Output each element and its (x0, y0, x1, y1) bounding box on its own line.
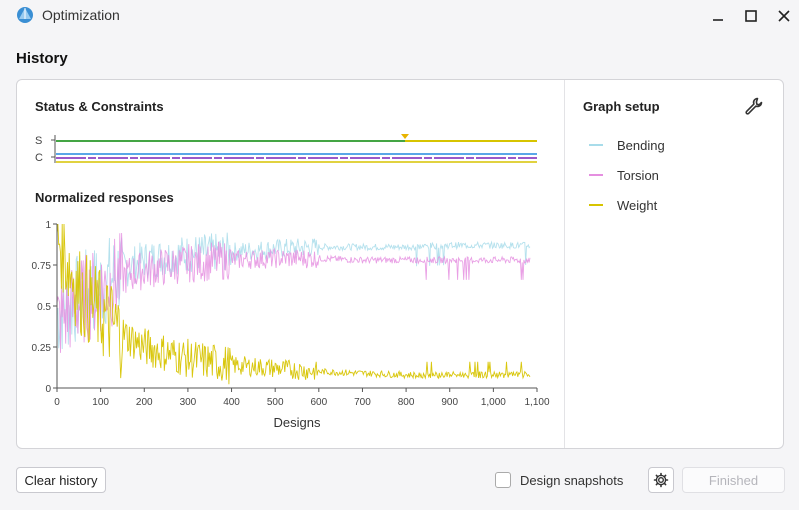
legend-item-torsion[interactable]: Torsion (589, 167, 659, 183)
x-tick-label: 700 (354, 397, 371, 408)
status-row-label: S (35, 135, 42, 147)
y-tick-label: 1 (45, 220, 51, 231)
legend-item-bending[interactable]: Bending (589, 137, 665, 153)
minimize-icon (713, 19, 723, 21)
x-tick-label: 500 (267, 397, 284, 408)
status-heading: Status & Constraints (35, 99, 164, 114)
close-icon (778, 10, 790, 22)
settings-button[interactable] (648, 467, 674, 493)
history-panel: Status & Constraints S C Normalized resp… (16, 79, 784, 449)
y-tick-label: 0.5 (37, 302, 51, 313)
y-tick-label: 0 (45, 384, 51, 395)
app-logo-icon (17, 7, 33, 23)
current-design-marker-icon (401, 134, 409, 139)
wrench-icon[interactable] (744, 96, 764, 116)
status-constraints-strip: S C (35, 134, 537, 164)
legend-swatch (589, 174, 603, 176)
series-line-torsion (56, 232, 531, 353)
y-tick-label: 0.75 (32, 261, 52, 272)
clear-history-button[interactable]: Clear history (16, 467, 106, 493)
y-tick-label: 0.25 (32, 343, 52, 354)
maximize-icon (745, 10, 757, 22)
x-axis-label: Designs (274, 415, 321, 430)
design-snapshots-label: Design snapshots (520, 473, 624, 488)
legend-swatch (589, 144, 603, 146)
x-tick-label: 200 (136, 397, 153, 408)
window-title: Optimization (42, 7, 120, 23)
design-snapshots-checkbox[interactable] (495, 472, 511, 488)
legend-swatch (589, 204, 603, 206)
x-tick-label: 600 (310, 397, 327, 408)
x-tick-label: 400 (223, 397, 240, 408)
x-tick-label: 800 (398, 397, 415, 408)
legend-label: Torsion (617, 167, 659, 183)
panel-divider (564, 80, 565, 448)
x-tick-label: 0 (54, 397, 60, 408)
x-tick-label: 900 (441, 397, 458, 408)
constraint-row-label: C (35, 152, 43, 164)
maximize-button[interactable] (737, 4, 765, 28)
legend-label: Bending (617, 137, 665, 153)
finished-button[interactable]: Finished (682, 467, 785, 493)
close-button[interactable] (770, 4, 798, 28)
section-title: History (16, 50, 68, 67)
x-tick-label: 1,100 (524, 397, 549, 408)
responses-heading: Normalized responses (35, 190, 174, 205)
x-tick-label: 1,000 (481, 397, 506, 408)
legend-item-weight[interactable]: Weight (589, 197, 657, 213)
series-line-weight (56, 223, 531, 385)
normalized-responses-chart: 0 0.25 0.5 0.75 1 0 100 200 300 400 500 600 700 800 9… (32, 220, 550, 430)
graph-setup-heading: Graph setup (583, 99, 660, 114)
x-tick-label: 100 (92, 397, 109, 408)
gear-icon (653, 472, 669, 488)
series-line-bending (56, 232, 531, 350)
title-bar: Optimization (0, 0, 799, 32)
x-tick-label: 300 (180, 397, 197, 408)
minimize-button[interactable] (704, 4, 732, 28)
legend-label: Weight (617, 197, 658, 213)
